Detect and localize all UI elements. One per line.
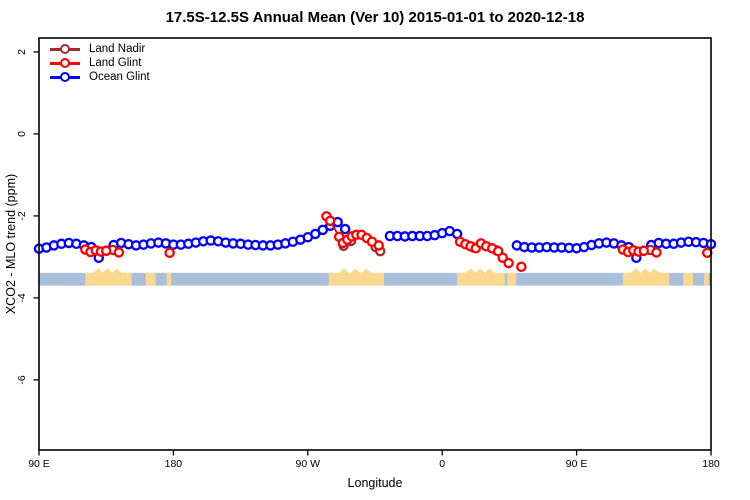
chart-title: 17.5S-12.5S Annual Mean (Ver 10) 2015-01… [165, 9, 585, 26]
svg-text:180: 180 [165, 458, 183, 470]
legend-item-ocean-glint: Ocean Glint [50, 70, 150, 84]
ocean-glint-symbol-icon [50, 70, 80, 84]
svg-text:180: 180 [702, 458, 720, 470]
svg-text:90 E: 90 E [28, 458, 50, 470]
legend-item-land-glint: Land Glint [50, 56, 150, 70]
y-axis-ticks: 2 0 -2 -4 -6 [16, 49, 39, 385]
series-ocean-glint [33, 216, 717, 263]
svg-text:90 W: 90 W [296, 458, 321, 470]
land-nadir-symbol-icon [50, 42, 80, 56]
svg-text:-2: -2 [16, 211, 28, 220]
svg-text:0: 0 [439, 458, 445, 470]
land-glint-symbol-icon [50, 56, 80, 70]
svg-text:-4: -4 [16, 293, 28, 302]
plot-box [38, 37, 712, 451]
svg-text:-6: -6 [16, 375, 28, 384]
legend-label-ocean-glint: Ocean Glint [89, 71, 150, 83]
series-land-glint [80, 211, 713, 273]
svg-text:0: 0 [16, 131, 28, 137]
y-axis-label: XCO2 - MLO trend (ppm) [4, 173, 18, 315]
legend-label-land-glint: Land Glint [89, 57, 142, 69]
x-axis-ticks: 90 E 180 90 W 0 90 E 180 [28, 450, 720, 470]
legend-item-land-nadir: Land Nadir [50, 42, 150, 56]
legend: Land Nadir Land Glint Ocean Glint [50, 42, 150, 84]
legend-label-land-nadir: Land Nadir [89, 43, 146, 55]
latitude-band-map [39, 268, 711, 286]
svg-text:2: 2 [16, 49, 28, 55]
svg-text:90 E: 90 E [566, 458, 588, 470]
x-axis-label: Longitude [347, 476, 403, 490]
